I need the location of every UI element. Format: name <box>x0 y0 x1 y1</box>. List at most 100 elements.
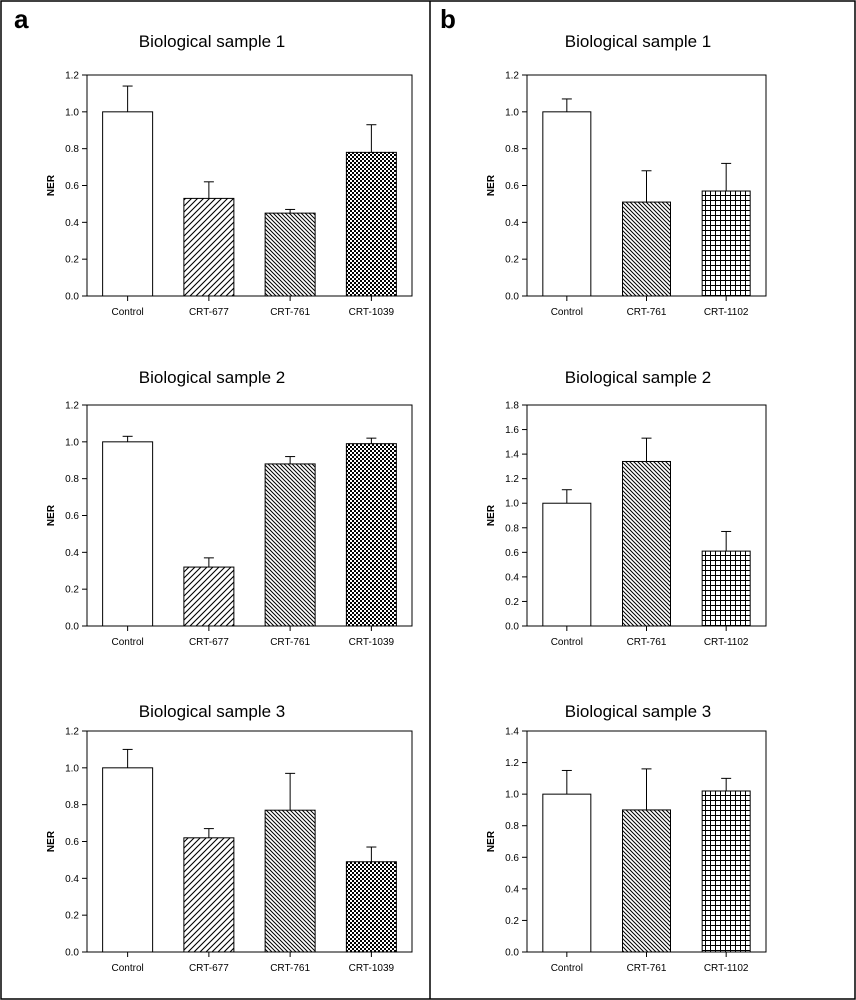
x-tick-label-b2-0: Control <box>551 637 583 648</box>
bar-a2-0 <box>102 441 154 627</box>
bar-a3-3 <box>345 861 397 953</box>
bar-b2-1 <box>622 460 671 627</box>
y-tick-label-a1-6: 1.2 <box>65 71 79 82</box>
x-tick-label-a1-2: CRT-761 <box>270 307 310 318</box>
y-tick-label-a2-4: 0.8 <box>65 474 79 485</box>
y-tick-label-a1-1: 0.2 <box>65 255 79 266</box>
y-tick-label-a3-5: 1.0 <box>65 763 79 774</box>
x-tick-label-a2-1: CRT-677 <box>189 637 229 648</box>
chart-title-a3: Biological sample 3 <box>138 702 286 721</box>
x-tick-label-a3-1: CRT-677 <box>189 963 229 974</box>
x-tick-label-b2-2: CRT-1102 <box>704 637 749 648</box>
y-tick-label-b2-8: 1.6 <box>505 425 519 436</box>
bar-a3-0 <box>102 767 154 953</box>
y-tick-label-a1-2: 0.4 <box>65 218 79 229</box>
y-axis-label-b1: NER <box>486 174 497 196</box>
y-axis-label-b2: NER <box>486 504 497 526</box>
x-tick-label-b1-2: CRT-1102 <box>704 307 749 318</box>
y-tick-label-b1-2: 0.4 <box>505 218 519 229</box>
y-tick-label-a3-2: 0.4 <box>65 874 79 885</box>
bar-b3-1 <box>622 809 671 953</box>
x-tick-label-a3-2: CRT-761 <box>270 963 310 974</box>
bar-a3-2 <box>264 809 316 953</box>
y-tick-label-a2-0: 0.0 <box>65 622 79 633</box>
y-tick-label-b2-7: 1.4 <box>505 450 519 461</box>
y-tick-label-b2-4: 0.8 <box>505 523 519 534</box>
y-tick-label-a2-2: 0.4 <box>65 548 79 559</box>
y-tick-label-b1-0: 0.0 <box>505 292 519 303</box>
bar-b1-1 <box>622 201 671 297</box>
x-tick-label-a3-3: CRT-1039 <box>349 963 395 974</box>
y-tick-label-b3-0: 0.0 <box>505 948 519 959</box>
bar-a3-1 <box>183 837 235 953</box>
y-axis-label-a3: NER <box>46 830 57 852</box>
y-tick-label-b2-3: 0.6 <box>505 548 519 559</box>
x-tick-label-b1-0: Control <box>551 307 583 318</box>
x-tick-label-b2-1: CRT-761 <box>627 637 667 648</box>
y-tick-label-a3-1: 0.2 <box>65 911 79 922</box>
bar-a1-0 <box>102 111 154 297</box>
x-tick-label-b3-2: CRT-1102 <box>704 963 749 974</box>
x-tick-label-a1-3: CRT-1039 <box>349 307 395 318</box>
panel-b-label: b <box>440 4 456 34</box>
y-tick-label-a1-4: 0.8 <box>65 144 79 155</box>
panel-a-label: a <box>14 4 29 34</box>
y-tick-label-a3-3: 0.6 <box>65 837 79 848</box>
y-tick-label-b2-0: 0.0 <box>505 622 519 633</box>
x-tick-label-b3-1: CRT-761 <box>627 963 667 974</box>
y-tick-label-b3-4: 0.8 <box>505 821 519 832</box>
bar-b2-2 <box>701 550 751 627</box>
bar-b3-2 <box>701 790 751 953</box>
y-tick-label-b3-6: 1.2 <box>505 758 519 769</box>
y-tick-label-a2-3: 0.6 <box>65 511 79 522</box>
x-tick-label-a2-0: Control <box>112 637 144 648</box>
y-tick-label-b3-3: 0.6 <box>505 853 519 864</box>
y-tick-label-a3-0: 0.0 <box>65 948 79 959</box>
bar-a1-2 <box>264 212 316 297</box>
x-tick-label-a1-1: CRT-677 <box>189 307 229 318</box>
y-tick-label-b2-1: 0.2 <box>505 597 519 608</box>
x-tick-label-a1-0: Control <box>112 307 144 318</box>
y-tick-label-a1-5: 1.0 <box>65 107 79 118</box>
bar-b1-2 <box>701 190 751 297</box>
x-tick-label-b1-1: CRT-761 <box>627 307 667 318</box>
y-tick-label-b1-3: 0.6 <box>505 181 519 192</box>
y-tick-label-b2-2: 0.4 <box>505 572 519 583</box>
y-tick-label-b1-5: 1.0 <box>505 107 519 118</box>
chart-title-b2: Biological sample 2 <box>564 368 712 387</box>
bar-b1-0 <box>542 111 592 297</box>
y-tick-label-b2-9: 1.8 <box>505 401 519 412</box>
y-tick-label-b3-5: 1.0 <box>505 790 519 801</box>
y-axis-label-a2: NER <box>46 504 57 526</box>
y-tick-label-a1-0: 0.0 <box>65 292 79 303</box>
y-tick-label-a2-6: 1.2 <box>65 401 79 412</box>
bar-a2-2 <box>264 463 316 627</box>
y-tick-label-a3-4: 0.8 <box>65 800 79 811</box>
bar-a2-1 <box>183 566 235 627</box>
chart-title-a2: Biological sample 2 <box>138 368 286 387</box>
y-tick-label-a2-5: 1.0 <box>65 437 79 448</box>
y-tick-label-a2-1: 0.2 <box>65 585 79 596</box>
bar-b2-0 <box>542 502 592 627</box>
x-tick-label-b3-0: Control <box>551 963 583 974</box>
y-tick-label-b1-1: 0.2 <box>505 255 519 266</box>
y-tick-label-b2-6: 1.2 <box>505 474 519 485</box>
y-tick-label-b1-4: 0.8 <box>505 144 519 155</box>
bar-a1-3 <box>345 151 397 297</box>
y-tick-label-b3-7: 1.4 <box>505 727 519 738</box>
y-tick-label-b3-1: 0.2 <box>505 916 519 927</box>
x-tick-label-a3-0: Control <box>112 963 144 974</box>
chart-title-a1: Biological sample 1 <box>138 32 286 51</box>
x-tick-label-a2-2: CRT-761 <box>270 637 310 648</box>
y-tick-label-a3-6: 1.2 <box>65 727 79 738</box>
bar-a2-3 <box>345 443 397 627</box>
bar-b3-0 <box>542 793 592 953</box>
chart-title-b1: Biological sample 1 <box>564 32 712 51</box>
y-axis-label-a1: NER <box>46 174 57 196</box>
x-tick-label-a2-3: CRT-1039 <box>349 637 395 648</box>
y-tick-label-b3-2: 0.4 <box>505 884 519 895</box>
y-tick-label-a1-3: 0.6 <box>65 181 79 192</box>
bar-a1-1 <box>183 197 235 297</box>
